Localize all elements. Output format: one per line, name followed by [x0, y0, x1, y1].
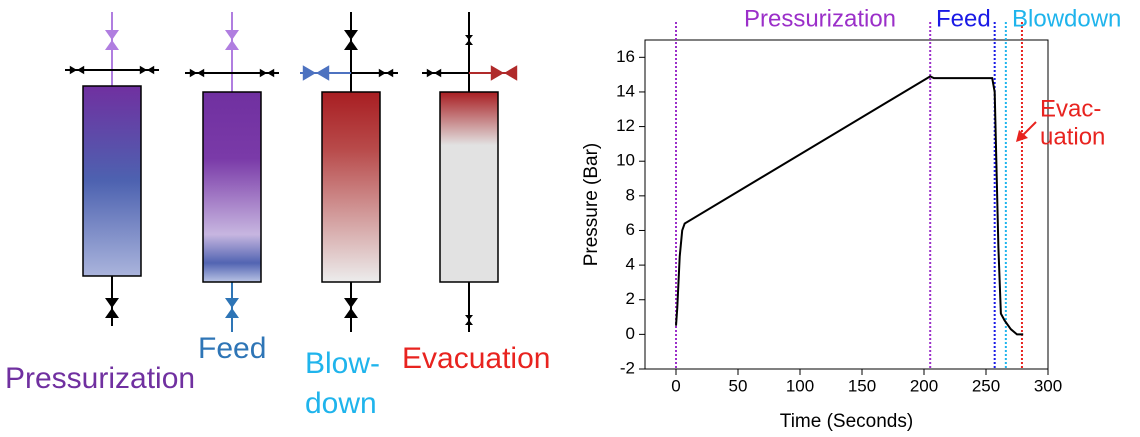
chart: 0 50 100 150 200 250 300 -2 0 2 4 6 8 10 12 14 16 Time (S… [581, 5, 1121, 432]
valve [225, 298, 239, 318]
stage-label: Pressurization [5, 362, 195, 395]
y-tick-label: 16 [616, 47, 635, 66]
valve [225, 30, 239, 50]
valve [344, 298, 358, 318]
column [321, 91, 381, 283]
arrow-head [1016, 130, 1028, 142]
y-tick-label: 2 [626, 289, 635, 308]
x-tick-label: 250 [972, 376, 1000, 395]
column [202, 91, 262, 283]
y-tick-label: 0 [626, 324, 635, 343]
x-tick-label: 150 [848, 376, 876, 395]
stage-label: down [305, 387, 377, 420]
valve [465, 35, 473, 45]
phase-label: Pressurization [744, 5, 896, 32]
valve [378, 68, 394, 78]
phase-label: Evac- [1040, 95, 1101, 122]
phase-label: Feed [936, 5, 991, 32]
y-tick-label: 12 [616, 116, 635, 135]
phase-label: uation [1040, 123, 1105, 150]
stage-label: Feed [198, 332, 266, 365]
x-tick-label: 50 [729, 376, 748, 395]
arrow-line [1021, 121, 1037, 137]
y-tick-label: 8 [626, 185, 635, 204]
column [82, 85, 142, 277]
plot-frame [644, 39, 1049, 370]
y-tick-label: 6 [626, 220, 635, 239]
valve [490, 65, 518, 81]
valve [105, 298, 119, 318]
valve [302, 65, 330, 81]
phase-label: Blowdown [1012, 5, 1121, 32]
x-tick-label: 100 [786, 376, 814, 395]
valve [105, 30, 119, 50]
stage-label: Evacuation [402, 342, 550, 375]
data-line [675, 75, 1024, 336]
x-axis-label: Time (Seconds) [780, 411, 913, 432]
valve [139, 65, 155, 75]
stage-label: Blow- [305, 347, 380, 380]
valve [259, 68, 275, 78]
valve [465, 315, 473, 325]
valve [189, 68, 205, 78]
y-tick-label: 10 [616, 151, 635, 170]
y-axis-label: Pressure (Bar) [581, 143, 602, 267]
y-tick-label: -2 [620, 358, 635, 377]
y-tick-label: 14 [616, 81, 635, 100]
column [439, 91, 499, 283]
x-tick-label: 0 [671, 376, 680, 395]
x-tick-label: 200 [910, 376, 938, 395]
y-tick-label: 4 [626, 255, 635, 274]
valve [344, 30, 358, 50]
x-tick-label: 300 [1034, 376, 1062, 395]
valve [69, 65, 85, 75]
valve [426, 68, 442, 78]
